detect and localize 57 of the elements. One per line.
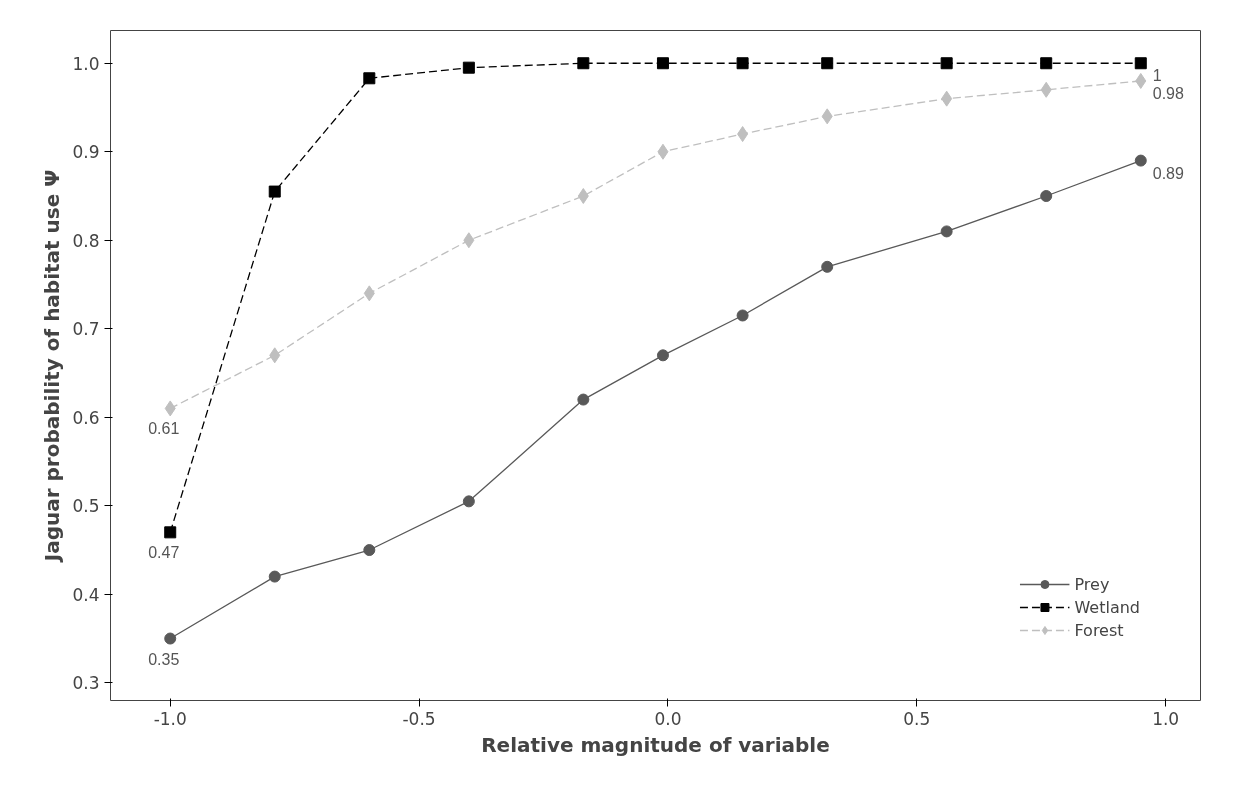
legend-label: Prey	[1074, 574, 1110, 594]
y-tick-label: 0.5	[72, 496, 100, 517]
x-tick-label: 0.0	[654, 708, 682, 729]
point	[1040, 190, 1053, 202]
point	[736, 309, 749, 322]
legend-label: Wetland	[1074, 597, 1140, 617]
y-tick-label: 0.9	[72, 142, 100, 163]
point	[940, 225, 953, 238]
point	[1040, 57, 1053, 70]
point	[577, 188, 589, 205]
data-label: 1	[1152, 67, 1162, 85]
y-tick-label: 1.0	[72, 53, 100, 74]
data-label: 0.89	[1152, 164, 1185, 182]
point	[577, 393, 590, 406]
point	[656, 349, 669, 362]
point	[463, 232, 475, 249]
point	[269, 347, 281, 364]
legend-label: Forest	[1074, 620, 1124, 640]
y-tick-label: 0.7	[72, 319, 100, 340]
point	[363, 72, 376, 85]
point	[821, 57, 834, 70]
y-tick-label: 0.6	[72, 407, 100, 428]
point	[268, 570, 281, 583]
y-axis-title: Jaguar probability of habitat use Ψ	[40, 169, 65, 564]
point	[1040, 81, 1052, 98]
point	[164, 526, 177, 539]
point	[1135, 72, 1147, 89]
data-label: 0.98	[1152, 84, 1185, 102]
x-tick-label: -0.5	[402, 708, 436, 729]
point	[462, 61, 475, 74]
point	[363, 544, 376, 557]
x-axis-title: Relative magnitude of variable	[481, 732, 830, 757]
point	[736, 57, 749, 70]
x-tick-label: -1.0	[153, 708, 187, 729]
point	[940, 57, 953, 70]
point	[164, 400, 176, 417]
point	[821, 260, 834, 273]
point	[656, 57, 669, 70]
point	[462, 495, 475, 508]
x-tick-label: 0.5	[903, 708, 931, 729]
point	[941, 90, 953, 107]
data-label: 0.35	[148, 650, 180, 668]
point	[737, 126, 749, 143]
point	[1134, 154, 1147, 167]
data-label: 0.47	[148, 544, 180, 562]
data-label: 0.61	[148, 420, 180, 438]
y-tick-label: 0.8	[72, 230, 100, 251]
point	[577, 57, 590, 70]
point	[164, 632, 177, 645]
point	[821, 108, 833, 125]
point	[268, 185, 281, 198]
y-tick-label: 0.3	[72, 673, 100, 694]
x-tick-label: 1.0	[1152, 708, 1180, 729]
y-tick-label: 0.4	[72, 584, 100, 605]
point	[363, 285, 375, 302]
point	[1134, 57, 1147, 70]
point	[657, 143, 669, 160]
